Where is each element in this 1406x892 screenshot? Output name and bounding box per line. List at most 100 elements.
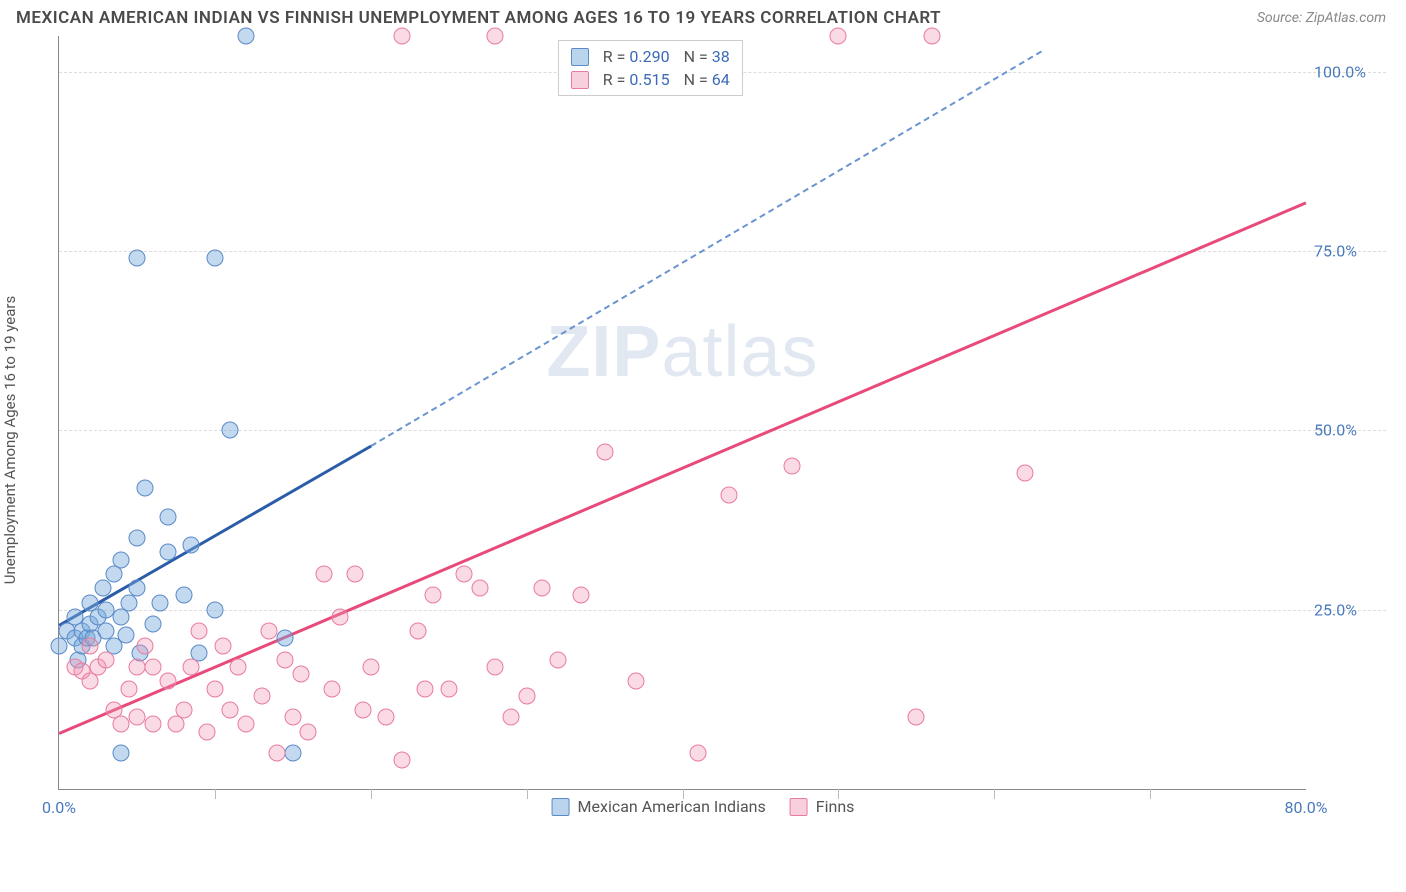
data-point <box>160 673 177 690</box>
data-point <box>222 422 239 439</box>
data-point <box>393 28 410 45</box>
data-point <box>269 745 286 762</box>
data-point <box>97 651 114 668</box>
data-point <box>417 680 434 697</box>
y-tick-label: 50.0% <box>1314 421 1384 440</box>
legend-swatch-icon <box>552 798 570 816</box>
data-point <box>315 565 332 582</box>
data-point <box>136 637 153 654</box>
data-point <box>277 651 294 668</box>
data-point <box>214 637 231 654</box>
legend-series-label: Finns <box>816 797 855 816</box>
data-point <box>160 508 177 525</box>
legend-swatch-icon <box>790 798 808 816</box>
data-point <box>1017 465 1034 482</box>
data-point <box>175 702 192 719</box>
data-point <box>362 659 379 676</box>
legend-series: Mexican American Indians Finns <box>552 797 855 816</box>
data-point <box>534 580 551 597</box>
y-tick-label: 100.0% <box>1314 62 1384 81</box>
data-point <box>144 716 161 733</box>
legend-correlation-box: R = 0.290N = 38 R = 0.515 N = 64 <box>558 40 743 96</box>
data-point <box>354 702 371 719</box>
data-point <box>923 28 940 45</box>
data-point <box>128 659 145 676</box>
data-point <box>199 723 216 740</box>
trend-line <box>59 201 1307 734</box>
legend-series-item: Finns <box>790 797 855 816</box>
legend-series-label: Mexican American Indians <box>578 797 766 816</box>
legend-r-label: R = 0.515 <box>603 70 670 89</box>
data-point <box>160 544 177 561</box>
data-point <box>113 551 130 568</box>
data-point <box>253 687 270 704</box>
data-point <box>113 745 130 762</box>
data-point <box>183 537 200 554</box>
legend-series-item: Mexican American Indians <box>552 797 766 816</box>
legend-swatch-icon <box>571 71 589 89</box>
data-point <box>908 709 925 726</box>
data-point <box>503 709 520 726</box>
data-point <box>152 594 169 611</box>
gridline-h <box>59 610 1386 611</box>
data-point <box>487 28 504 45</box>
data-point <box>425 587 442 604</box>
data-point <box>549 651 566 668</box>
x-tick-label: 80.0% <box>1285 798 1328 817</box>
data-point <box>121 680 138 697</box>
gridline-h <box>59 430 1386 431</box>
data-point <box>690 745 707 762</box>
data-point <box>144 659 161 676</box>
data-point <box>393 752 410 769</box>
y-tick-label: 25.0% <box>1314 600 1384 619</box>
data-point <box>331 608 348 625</box>
x-minor-tick <box>215 789 216 799</box>
data-point <box>191 623 208 640</box>
legend-n-label: N = 38 <box>684 47 730 66</box>
chart-title: MEXICAN AMERICAN INDIAN VS FINNISH UNEMP… <box>16 8 941 28</box>
data-point <box>347 565 364 582</box>
data-point <box>409 623 426 640</box>
chart-container: Unemployment Among Ages 16 to 19 years Z… <box>20 36 1386 826</box>
data-point <box>206 601 223 618</box>
data-point <box>238 716 255 733</box>
data-point <box>136 479 153 496</box>
data-point <box>97 601 114 618</box>
x-tick-label: 0.0% <box>42 798 76 817</box>
legend-top-row: R = 0.515 N = 64 <box>571 68 730 91</box>
chart-source: Source: ZipAtlas.com <box>1257 10 1386 26</box>
data-point <box>206 680 223 697</box>
data-point <box>596 443 613 460</box>
x-minor-tick <box>527 789 528 799</box>
data-point <box>292 666 309 683</box>
data-point <box>487 659 504 676</box>
data-point <box>222 702 239 719</box>
trend-line <box>370 50 1041 446</box>
data-point <box>128 530 145 547</box>
data-point <box>113 716 130 733</box>
x-minor-tick <box>1150 789 1151 799</box>
data-point <box>456 565 473 582</box>
chart-header: MEXICAN AMERICAN INDIAN VS FINNISH UNEMP… <box>0 0 1406 32</box>
data-point <box>206 250 223 267</box>
data-point <box>830 28 847 45</box>
legend-swatch-icon <box>571 48 589 66</box>
data-point <box>440 680 457 697</box>
data-point <box>323 680 340 697</box>
data-point <box>378 709 395 726</box>
y-tick-label: 75.0% <box>1314 242 1384 261</box>
data-point <box>471 580 488 597</box>
legend-top-row: R = 0.290N = 38 <box>571 45 730 68</box>
x-minor-tick <box>994 789 995 799</box>
data-point <box>94 580 111 597</box>
legend-n-label: N = 64 <box>684 70 730 89</box>
trend-line <box>58 445 371 626</box>
data-point <box>128 709 145 726</box>
data-point <box>627 673 644 690</box>
y-axis-label: Unemployment Among Ages 16 to 19 years <box>1 296 19 584</box>
data-point <box>128 250 145 267</box>
data-point <box>118 626 135 643</box>
watermark-text: ZIPatlas <box>546 311 818 393</box>
data-point <box>238 28 255 45</box>
data-point <box>128 580 145 597</box>
